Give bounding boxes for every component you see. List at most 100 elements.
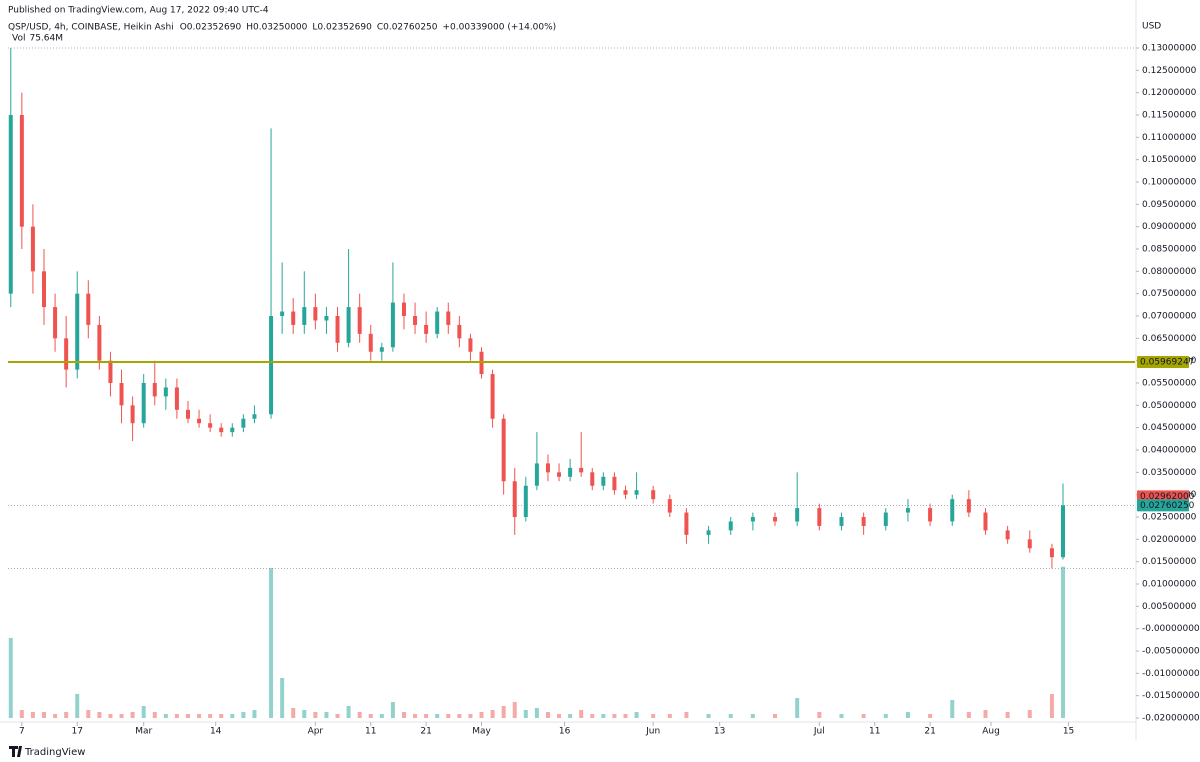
candle-body — [950, 499, 955, 522]
candle-body — [174, 387, 179, 410]
candle-body — [634, 490, 639, 495]
candle-body — [612, 476, 617, 491]
volume-bar — [557, 714, 562, 718]
y-tick-label: 0.02500000 — [1142, 513, 1197, 523]
candle-body — [208, 423, 213, 428]
candle-body — [197, 418, 202, 424]
volume-bar — [966, 712, 971, 718]
y-tick-label: 0.05500000 — [1142, 379, 1197, 389]
volume-bar — [130, 712, 135, 718]
y-tick-label: 0.08500000 — [1142, 245, 1197, 255]
volume-bar — [634, 712, 639, 718]
volume-bar — [839, 714, 844, 718]
x-tick-label: 15 — [1063, 727, 1074, 737]
volume-bar — [313, 712, 318, 718]
candle-body — [269, 316, 274, 415]
footer: TradingView — [9, 746, 85, 758]
price-tag — [1137, 499, 1189, 512]
candle-body — [579, 467, 584, 473]
candle-body — [861, 517, 866, 526]
candle-body — [108, 360, 113, 383]
candle-body — [684, 512, 689, 535]
candle-body — [41, 271, 46, 308]
volume-bar — [252, 710, 257, 718]
candle-body — [241, 418, 246, 428]
volume-bar — [523, 710, 528, 718]
candle-body — [512, 481, 517, 517]
volume-bar — [1005, 712, 1010, 718]
volume-bar — [728, 714, 733, 718]
symbol: QSP/USD, 4h, COINBASE, Heikin Ashi — [8, 23, 174, 33]
volume-bar — [601, 714, 606, 718]
ohlc-value: 0.02352690 — [317, 23, 372, 33]
volume-bar — [269, 568, 274, 718]
candle-body — [64, 338, 69, 370]
candle-body — [490, 374, 495, 419]
volume-bar — [208, 714, 213, 718]
volume-bar — [291, 708, 296, 718]
price-tag-label: 0.02760250 — [1140, 501, 1195, 511]
change: +0.00339000 (+14.00%) — [443, 23, 557, 33]
x-tick-label: 21 — [420, 727, 431, 737]
volume-bar — [185, 714, 190, 718]
volume-bar — [41, 712, 46, 718]
candle-body — [1061, 505, 1066, 558]
candle-body — [773, 517, 778, 522]
candle-body — [446, 311, 451, 325]
volume-bar — [141, 706, 146, 718]
x-tick-label: 13 — [714, 727, 725, 737]
volume-bar — [108, 714, 113, 718]
x-tick-label: 21 — [924, 727, 935, 737]
x-tick-label: 17 — [71, 727, 82, 737]
y-tick-label: -0.00500000 — [1142, 647, 1200, 657]
candle-body — [335, 316, 340, 343]
candle-body — [86, 293, 91, 325]
volume-bar — [651, 714, 656, 718]
volume-bar — [368, 714, 373, 718]
volume-bar — [623, 714, 628, 718]
x-tick-label: Apr — [308, 727, 324, 737]
candle-body — [152, 383, 157, 397]
y-tick-label: 0.03500000 — [1142, 468, 1197, 478]
candle-body — [230, 427, 235, 433]
candle-body — [53, 307, 58, 339]
candle-body — [75, 293, 80, 370]
volume-bar — [219, 714, 224, 718]
volume-bar — [568, 714, 573, 718]
candle-body — [97, 324, 102, 361]
volume-bar — [413, 714, 418, 718]
candle-body — [219, 427, 224, 433]
volume-bar — [401, 712, 406, 718]
candle-body — [346, 307, 351, 343]
ohlc-key: C — [377, 23, 383, 33]
volume-bar — [86, 710, 91, 718]
volume-bar — [750, 714, 755, 718]
candle-body — [291, 311, 296, 325]
volume-bar — [390, 702, 395, 718]
volume-bar — [590, 714, 595, 718]
volume-bar — [324, 712, 329, 718]
volume-bar — [1049, 694, 1054, 718]
volume-bar — [457, 714, 462, 718]
candle-body — [119, 383, 124, 406]
x-tick-label: 11 — [869, 727, 880, 737]
y-tick-label: 0.02000000 — [1142, 535, 1197, 545]
candle-body — [651, 490, 656, 500]
candle-body — [795, 508, 800, 522]
volume-bar — [612, 714, 617, 718]
y-tick-label: 0.12500000 — [1142, 66, 1197, 76]
candle-body — [302, 307, 307, 325]
volume-bar — [280, 678, 285, 718]
candle-body — [523, 485, 528, 517]
candle-body — [163, 387, 168, 397]
candle-body — [324, 316, 329, 321]
y-tick-label: 0.07000000 — [1142, 312, 1197, 322]
candle-body — [839, 517, 844, 526]
volume-bar — [1027, 710, 1032, 718]
x-tick-label: Jul — [813, 727, 825, 737]
volume-bar — [435, 714, 440, 718]
candle-body — [368, 333, 373, 352]
candle-body — [424, 324, 429, 334]
x-tick-label: 11 — [365, 727, 376, 737]
